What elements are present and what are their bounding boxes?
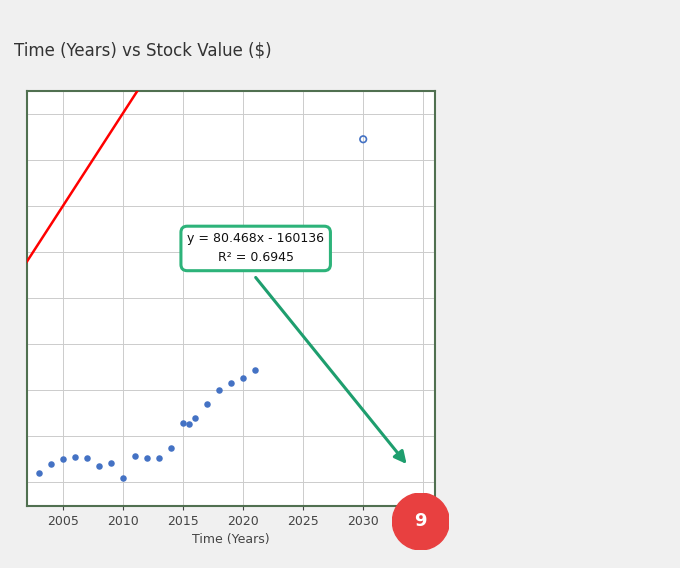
Point xyxy=(358,135,369,144)
Point xyxy=(166,444,177,453)
Point xyxy=(214,386,224,395)
Point xyxy=(190,414,201,423)
Point xyxy=(141,454,152,463)
Point xyxy=(118,473,129,482)
Point xyxy=(46,460,56,469)
Point xyxy=(34,469,45,478)
X-axis label: Time (Years): Time (Years) xyxy=(192,533,270,546)
Point xyxy=(58,455,69,464)
Point xyxy=(202,400,213,409)
Point xyxy=(154,454,165,463)
Point xyxy=(94,462,105,471)
Point xyxy=(177,418,188,427)
Text: 9: 9 xyxy=(415,512,427,531)
Point xyxy=(250,365,260,374)
Point xyxy=(238,373,249,382)
Point xyxy=(130,452,141,461)
Point xyxy=(70,453,81,462)
Text: y = 80.468x - 160136
R² = 0.6945: y = 80.468x - 160136 R² = 0.6945 xyxy=(187,232,324,265)
Text: Time (Years) vs Stock Value ($): Time (Years) vs Stock Value ($) xyxy=(14,41,271,60)
Point xyxy=(226,379,237,388)
Point xyxy=(106,458,117,467)
Point xyxy=(184,419,194,428)
Circle shape xyxy=(392,493,449,550)
Point xyxy=(82,454,92,463)
